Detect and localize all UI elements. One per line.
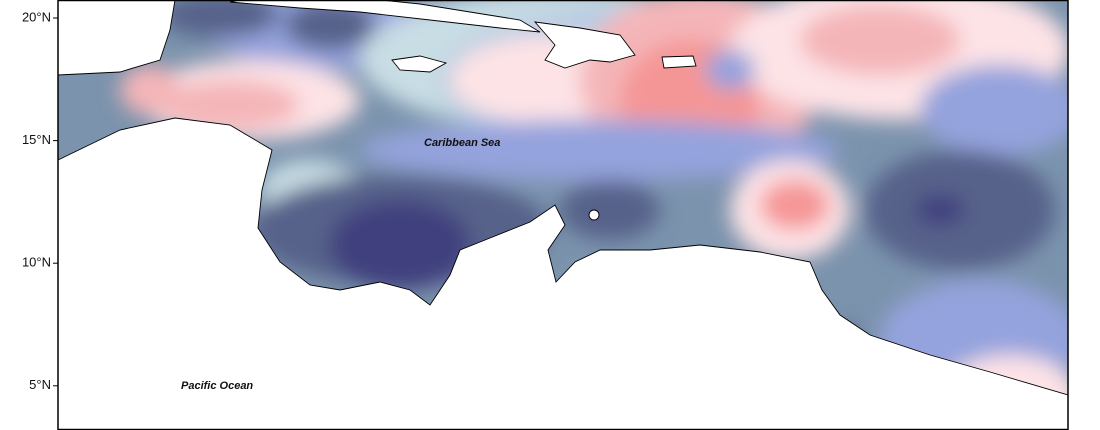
lat-label: 10°N <box>22 255 51 270</box>
hispaniola <box>533 21 636 69</box>
sea-label: Caribbean Sea <box>424 137 500 149</box>
lat-label: 15°N <box>22 132 51 147</box>
lat-label: 5°N <box>29 377 51 392</box>
lat-label: 20°N <box>22 9 51 24</box>
island <box>588 209 600 221</box>
central-america <box>57 117 1069 430</box>
yucatan <box>57 0 176 76</box>
land <box>57 0 1069 430</box>
anomaly-field <box>58 0 1068 430</box>
lat-axis: 20°N 15°N 10°N 5°N <box>22 9 58 392</box>
puerto-rico <box>661 55 697 69</box>
ocean-label: Pacific Ocean <box>181 380 253 392</box>
jamaica <box>391 55 448 73</box>
cuba <box>229 0 541 33</box>
